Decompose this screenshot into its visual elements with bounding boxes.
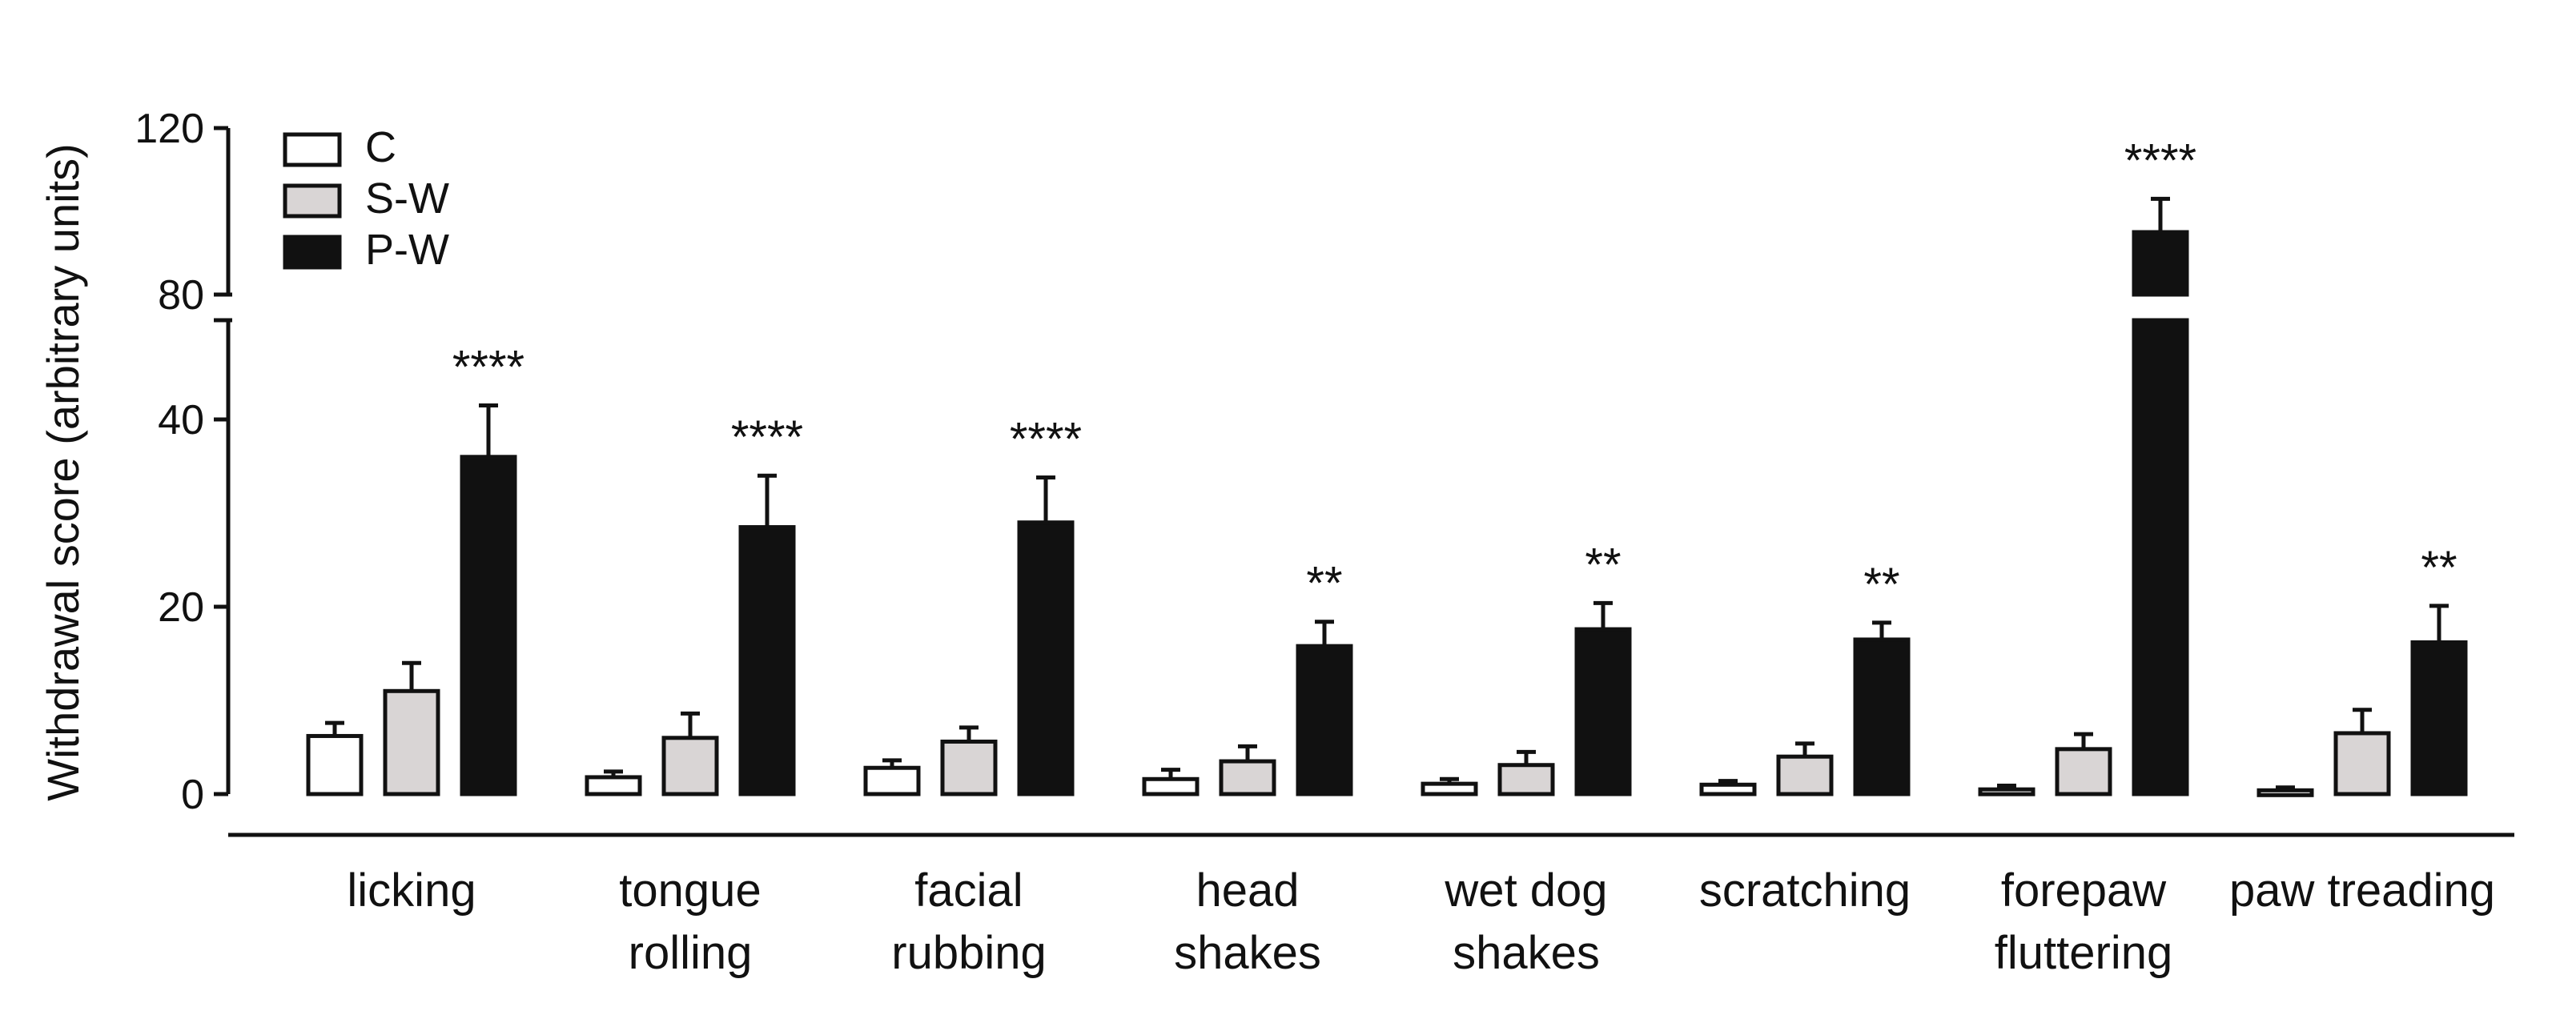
legend-swatch-c — [283, 132, 342, 167]
x-category-label: shakes — [1453, 927, 1600, 979]
significance-label: ** — [1863, 559, 1899, 611]
bar-p-w-upper — [2132, 230, 2189, 297]
bar-p-w — [1574, 627, 1632, 796]
x-category-label: tongue — [619, 865, 761, 917]
y-tick-label: 0 — [181, 772, 204, 818]
bar-c — [585, 775, 642, 796]
significance-label: **** — [731, 411, 803, 463]
significance-label: **** — [452, 341, 524, 393]
y-axis-label: Withdrawal score (arbitrary units) — [38, 143, 88, 801]
legend-label-c: C — [365, 123, 396, 171]
bar-p-w — [738, 525, 796, 796]
legend-swatch-s-w — [283, 183, 342, 219]
bar-p-w — [2132, 318, 2189, 796]
x-category-label: rolling — [629, 927, 753, 979]
significance-label: ** — [1585, 539, 1621, 591]
axes-layer — [214, 126, 2514, 837]
labels-layer: 0 20 40 80 120 Withdrawal score (arbitrary un… — [38, 106, 2495, 979]
legend-label-s-w: S-W — [365, 175, 449, 223]
y-tick-label: 20 — [158, 584, 204, 631]
bar-p-w — [1853, 637, 1911, 796]
bar-p-w — [1296, 644, 1353, 796]
x-category-label: wet dog — [1444, 865, 1607, 917]
y-tick-label: 80 — [158, 272, 204, 319]
significance-label: ** — [2421, 542, 2457, 594]
x-category-label: fluttering — [1995, 927, 2172, 979]
bar-s-w — [661, 736, 719, 796]
x-category-label: forepaw — [2001, 865, 2167, 917]
x-category-label: shakes — [1174, 927, 1321, 979]
bars-layer — [306, 196, 2468, 797]
bar-c — [306, 733, 364, 796]
bar-p-w — [460, 455, 517, 796]
x-category-label: licking — [347, 865, 476, 917]
bar-p-w — [1017, 520, 1075, 796]
bar-s-w — [383, 688, 440, 796]
bar-s-w — [1776, 754, 1834, 796]
legend-swatch-p-w — [283, 235, 342, 270]
bar-c — [1142, 776, 1200, 796]
significance-label: **** — [1010, 414, 1082, 466]
x-category-label: head — [1196, 865, 1299, 917]
legend: CS-WP-W — [283, 123, 449, 274]
bar-s-w — [1497, 763, 1555, 796]
bar-p-w — [2410, 640, 2468, 796]
y-tick-label: 40 — [158, 397, 204, 443]
bar-s-w — [2333, 731, 2391, 796]
legend-label-p-w: P-W — [365, 226, 449, 274]
bar-s-w — [1219, 759, 1276, 796]
bar-c — [1978, 787, 2035, 796]
x-category-label: rubbing — [891, 927, 1046, 979]
y-tick-label: 120 — [135, 106, 204, 152]
bar-c — [1421, 781, 1478, 796]
bar-s-w — [940, 739, 998, 796]
x-category-label: paw treading — [2229, 865, 2495, 917]
significance-label: **** — [2124, 134, 2196, 187]
bar-c — [2257, 788, 2314, 797]
bar-c — [1699, 782, 1757, 796]
significance-label: ** — [1306, 558, 1342, 610]
x-category-label: facial — [914, 865, 1023, 917]
x-category-label: scratching — [1699, 865, 1911, 917]
bar-c — [863, 765, 921, 796]
bar-s-w — [2055, 747, 2112, 796]
